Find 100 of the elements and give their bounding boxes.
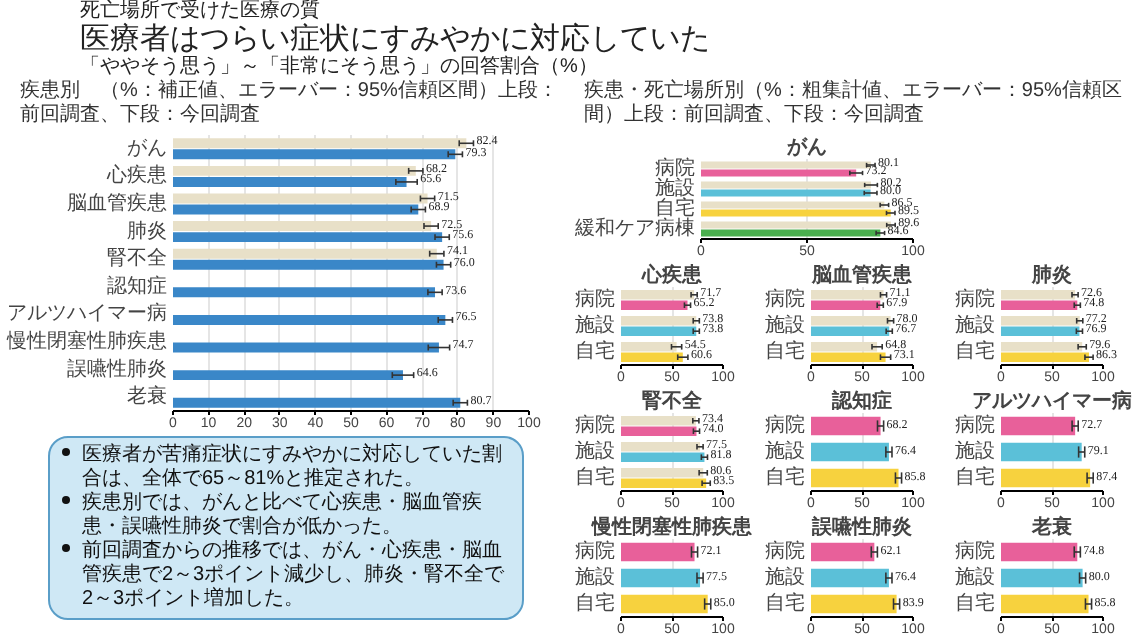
bar xyxy=(811,442,889,462)
y-tick-label: 病院 xyxy=(765,413,805,437)
y-tick-label: 施設 xyxy=(955,439,995,463)
y-tick-label: 慢性閉塞性肺疾患 xyxy=(5,329,167,353)
bar xyxy=(1001,442,1082,462)
y-tick-label: 施設 xyxy=(765,565,805,589)
y-tick-label: 施設 xyxy=(955,313,995,337)
bar xyxy=(811,290,884,300)
bar xyxy=(811,316,891,326)
bar xyxy=(173,397,461,408)
bar xyxy=(1001,352,1090,362)
chart-title: 老衰 xyxy=(1030,515,1072,539)
y-tick-label: 自宅 xyxy=(655,196,695,220)
text: 疾患・死亡場所別（%：粗集計値、エラーバー：95%信頼区間）上段：前回調査、下段：今回調査 xyxy=(584,80,1124,128)
y-tick-label: 老衰 xyxy=(127,384,167,409)
bar xyxy=(621,594,708,614)
text: 「ややそう思う」～「非常にそう思う」の回答割合（%） xyxy=(80,56,600,78)
y-tick-label: 自宅 xyxy=(765,339,805,363)
y-tick-label: 施設 xyxy=(575,439,615,463)
bar xyxy=(621,326,697,336)
bar xyxy=(811,352,886,362)
y-tick-label: 病院 xyxy=(765,539,805,563)
bar xyxy=(1001,468,1091,488)
y-tick-label: 自宅 xyxy=(765,465,805,489)
chart-title: 誤嚥性肺炎 xyxy=(810,515,914,539)
y-tick-label: 施設 xyxy=(765,313,805,337)
text: 医療者が苦痛症状にすみやかに対応していた割合は、全体で65～81%と推定された。 xyxy=(80,444,504,491)
y-tick-label: 自宅 xyxy=(955,465,995,489)
bar xyxy=(173,138,467,149)
y-tick-label: 施設 xyxy=(655,176,695,200)
y-tick-label: 誤嚥性肺炎 xyxy=(67,356,167,381)
y-tick-label: がん xyxy=(127,137,167,160)
bar xyxy=(621,568,701,588)
y-tick-label: 自宅 xyxy=(575,591,615,615)
bar xyxy=(701,169,857,177)
bar xyxy=(1001,326,1080,336)
y-tick-label: 病院 xyxy=(655,156,695,180)
bar xyxy=(1001,342,1083,352)
y-tick-label: 施設 xyxy=(575,565,615,589)
bar xyxy=(173,232,443,243)
y-tick-label: 心疾患 xyxy=(105,163,167,188)
bar xyxy=(621,290,695,300)
bar xyxy=(1001,300,1078,310)
bar xyxy=(621,300,688,310)
chart-title: アルツハイマー病 xyxy=(972,389,1132,413)
bar xyxy=(173,176,407,187)
y-tick-label: 病院 xyxy=(955,413,995,437)
bar xyxy=(173,221,432,232)
bar xyxy=(811,342,878,352)
bar xyxy=(1001,316,1080,326)
text: 前回調査からの推移では、がん・心疾患・脳血管疾患で2～3ポイント減少し、肺炎・腎不全で2～3ポイント増加した。 xyxy=(80,540,507,612)
bar xyxy=(701,189,871,197)
bar xyxy=(173,259,444,270)
bar xyxy=(173,248,437,259)
y-tick-label: 施設 xyxy=(575,313,615,337)
y-tick-label: 自宅 xyxy=(955,339,995,363)
bar xyxy=(173,165,416,176)
bar xyxy=(173,370,403,381)
bar xyxy=(811,568,889,588)
bar xyxy=(701,161,871,169)
y-tick-label: 認知症 xyxy=(107,273,167,298)
y-tick-label: 病院 xyxy=(575,539,615,563)
y-tick-label: 病院 xyxy=(575,413,615,437)
bar xyxy=(811,542,875,562)
bar xyxy=(811,326,890,336)
chart-title: 認知症 xyxy=(830,389,892,413)
bar xyxy=(701,229,881,237)
y-tick-label: 施設 xyxy=(955,565,995,589)
y-tick-label: 自宅 xyxy=(955,591,995,615)
y-tick-label: 施設 xyxy=(765,439,805,463)
bar xyxy=(173,149,456,160)
chart-title: がん xyxy=(785,137,827,159)
bar xyxy=(621,342,677,352)
chart-title: 疾患別 （%：補正値、エラーバー：95%信頼区間）上段：前回調査、下段：今回調査 xyxy=(18,80,560,128)
text: 疾患別では、がんと比べて心疾患・脳血管疾患・誤嚥性肺炎で割合が低かった。 xyxy=(80,492,484,539)
bar xyxy=(173,193,428,204)
y-tick-label: 自宅 xyxy=(765,591,805,615)
y-tick-label: アルツハイマー病 xyxy=(7,301,167,326)
y-tick-label: 病院 xyxy=(955,539,995,563)
bar xyxy=(701,221,891,229)
y-tick-label: 緩和ケア病棟 xyxy=(573,216,695,240)
y-tick-label: 自宅 xyxy=(575,465,615,489)
y-tick-label: 病院 xyxy=(575,287,615,311)
bar xyxy=(1001,290,1076,300)
bar xyxy=(701,209,891,217)
y-tick-label: 病院 xyxy=(765,287,805,311)
y-tick-label: 肺炎 xyxy=(127,218,167,243)
chart-title: 脳血管疾患 xyxy=(810,263,914,287)
bar xyxy=(701,201,885,209)
y-tick-label: 腎不全 xyxy=(107,246,167,271)
bar xyxy=(811,594,897,614)
bar xyxy=(1001,416,1076,436)
bar xyxy=(173,204,419,215)
bar xyxy=(173,314,446,325)
y-tick-label: 自宅 xyxy=(575,339,615,363)
bar xyxy=(621,316,697,326)
bar xyxy=(173,287,436,298)
bar xyxy=(811,300,881,310)
bar xyxy=(811,416,881,436)
bar xyxy=(811,468,899,488)
